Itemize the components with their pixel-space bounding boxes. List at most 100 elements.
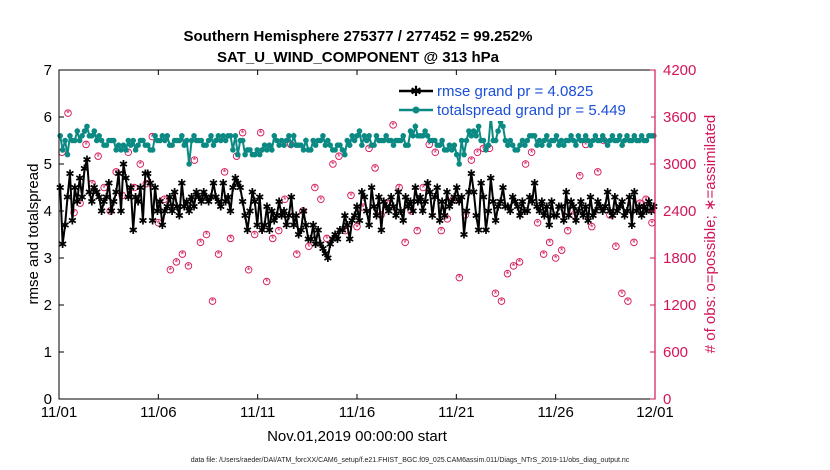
rmse-point: ✱ [593,197,602,209]
spread-point [519,137,526,144]
spread-point [582,133,589,139]
spread-point [273,137,280,144]
rmse-point: ✱ [136,183,145,195]
rmse-point: ✱ [323,253,332,265]
spread-point [607,137,613,144]
spread-point [621,137,628,144]
spread-point [64,151,71,158]
rmse-point: ✱ [574,206,583,218]
spread-point [638,133,645,139]
obs-assimilated-point: * [223,167,227,177]
rmse-point: ✱ [78,192,87,204]
rmse-point: ✱ [160,206,169,218]
spread-point [359,142,365,148]
obs-assimilated-point: * [72,208,76,218]
rmse-point: ✱ [408,206,417,218]
rmse-point: ✱ [583,215,592,227]
rmse-point: ✱ [296,225,305,237]
obs-assimilated-point: * [126,148,130,158]
obs-possible-point [612,242,620,250]
obs-assimilated-point: * [355,222,359,232]
obs-possible-point [82,140,90,149]
rmse-point: ✱ [571,215,580,227]
rmse-point: ✱ [182,197,191,209]
spread-point [361,133,368,139]
rmse-point: ✱ [464,187,473,199]
spread-point [436,142,443,148]
rmse-point: ✱ [547,197,556,209]
spread-point [380,137,387,144]
legend: ✱ rmse grand pr = 4.0825 totalspread gra… [395,77,651,121]
rmse-line [59,159,655,262]
rmse-point: ✱ [469,187,478,199]
obs-possible-point [401,238,409,247]
rmse-point: ✱ [197,197,206,209]
spread-point [98,137,105,144]
rmse-point: ✱ [202,192,211,204]
spread-point [597,137,604,144]
obs-possible-point [545,238,554,247]
obs-possible-point [551,254,560,262]
rmse-point: ✱ [282,220,291,232]
obs-assimilated-point: * [361,203,365,213]
rmse-point: ✱ [104,178,113,190]
rmse-point: ✱ [481,225,490,237]
spread-point [176,137,183,144]
rmse-point: ✱ [630,187,639,199]
spread-point [422,128,428,134]
rmse-point: ✱ [559,215,568,227]
obs-assimilated-point: * [632,238,636,248]
y-axis-left: 0 1 2 3 4 5 6 7 [44,62,64,408]
rmse-point: ✱ [474,225,483,237]
obs-assimilated-point: * [211,297,215,307]
spread-point [470,128,477,134]
rmse-point: ✱ [258,225,267,237]
rmse-point: ✱ [540,211,549,223]
spread-point [619,142,625,148]
rmse-point: ✱ [177,178,186,190]
rmse-point: ✱ [99,197,108,209]
rmse-point: ✱ [625,192,634,204]
rmse-point: ✱ [608,211,617,223]
spread-point [118,147,124,153]
rmse-point: ✱ [250,197,259,209]
spread-point [159,133,166,139]
obs-assimilated-point: * [548,238,552,248]
spread-point [312,142,319,148]
y2-axis-label: # of obs: o=possible; ∗=assimilated [702,115,719,354]
rmse-point: ✱ [557,201,566,213]
obs-assimilated-point: * [157,218,161,228]
spread-point [210,142,217,148]
spread-point [419,133,426,139]
obs-assimilated-point: * [108,207,112,217]
obs-assimilated-point: * [319,195,323,205]
spread-point [183,137,190,144]
x-axis-label: Nov.01,2019 00:00:00 start [267,428,448,445]
rmse-point: ✱ [362,206,371,218]
rmse-point: ✱ [326,239,335,251]
rmse-point: ✱ [462,206,471,218]
rmse-point: ✱ [618,197,627,209]
spread-point [505,142,511,148]
obs-possible-point [317,195,325,203]
rmse-point: ✱ [214,197,223,209]
obs-assimilated-point: * [373,164,377,174]
spread-point [217,137,224,144]
obs-assimilated-point: * [650,218,654,228]
rmse-point: ✱ [489,197,498,209]
rmse-point: ✱ [189,201,198,213]
rmse-point: ✱ [87,197,96,209]
rmse-point: ✱ [165,192,174,204]
obs-assimilated-point: * [331,160,335,170]
rmse-point: ✱ [525,192,534,204]
rmse-point: ✱ [114,168,123,180]
spread-point [242,151,248,158]
spread-point [140,137,146,144]
rmse-point: ✱ [102,192,111,204]
obs-assimilated-point: * [403,238,407,248]
rmse-point: ✱ [389,201,398,213]
rmse-point: ✱ [391,211,400,223]
rmse-point: ✱ [379,197,388,209]
y2-tick-label: 600 [663,344,688,361]
rmse-point: ✱ [450,192,459,204]
